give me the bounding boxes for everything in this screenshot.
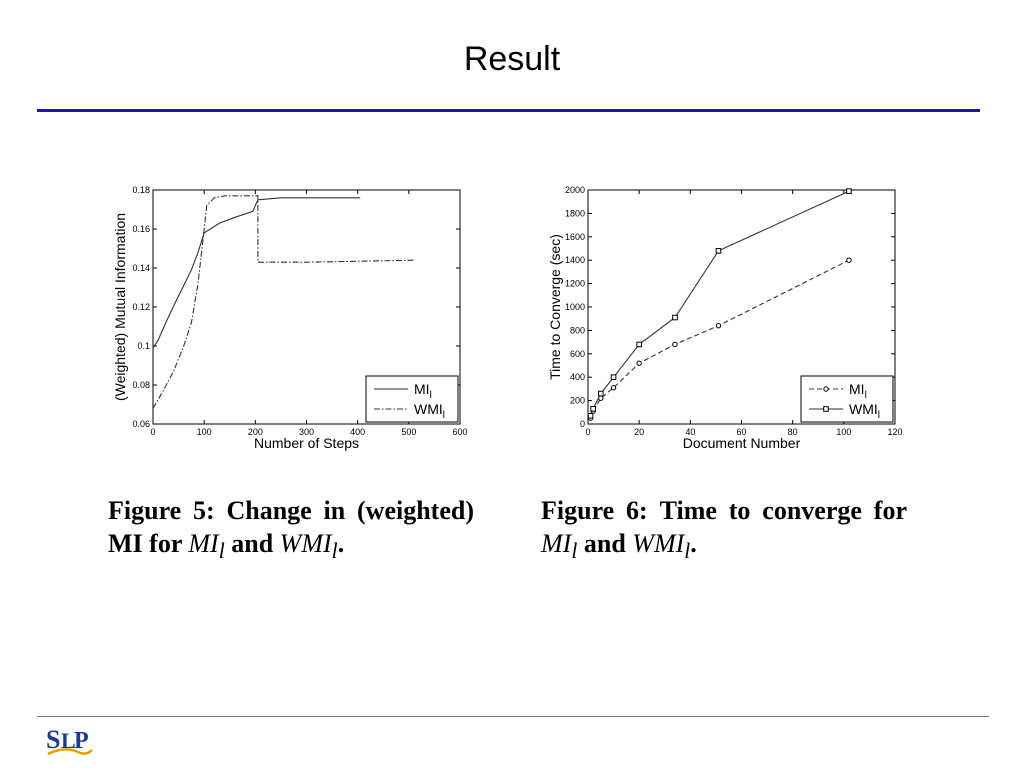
y-tick-label: 600	[570, 349, 585, 359]
svg-text:P: P	[74, 728, 89, 754]
figure-5-chart: 0 100 200 300 400 500 600 0.06 0.08 0.1 0.12 0.14 0.…	[112, 185, 468, 451]
y-tick-label: 0.08	[132, 380, 150, 390]
data-point	[672, 341, 678, 348]
data-point	[597, 390, 604, 397]
caption-end: .	[690, 529, 697, 558]
legend-marker	[823, 406, 829, 412]
caption-math: WMI	[632, 529, 685, 558]
slp-logo: S L P	[46, 725, 93, 756]
y-tick-label: 1600	[565, 232, 585, 242]
x-tick-label: 20	[634, 427, 644, 437]
caption-math-sub: l	[218, 539, 225, 564]
x-tick-label: 0	[150, 427, 155, 437]
legend-label: MIl	[849, 381, 867, 401]
series-line	[152, 197, 361, 349]
caption-label: Figure 5:	[108, 496, 215, 525]
x-tick-label: 400	[350, 427, 365, 437]
x-tick-label: 100	[197, 427, 212, 437]
y-tick-label: 1000	[565, 302, 585, 312]
y-tick-label: 0.12	[132, 302, 150, 312]
data-point	[715, 323, 722, 329]
x-axis-label: Document Number	[683, 435, 801, 451]
caption-text: and	[577, 529, 633, 558]
x-tick-label: 500	[401, 427, 416, 437]
y-tick-label: 800	[570, 325, 585, 335]
series-line	[152, 195, 414, 409]
data-point	[590, 405, 596, 412]
data-point	[846, 257, 852, 263]
x-tick-label: 100	[836, 427, 851, 437]
caption-text: Time to converge for	[659, 496, 907, 525]
caption-end: .	[337, 529, 345, 558]
legend-box	[365, 375, 459, 423]
data-point	[636, 360, 642, 366]
caption-math: MI	[188, 529, 219, 558]
footer-rule	[37, 716, 989, 717]
data-point	[587, 413, 594, 419]
data-point	[672, 314, 678, 321]
data-point	[610, 385, 617, 391]
title-rule	[37, 109, 980, 112]
legend-label: MIl	[414, 381, 432, 401]
y-tick-label: 1800	[565, 208, 585, 218]
x-tick-label: 60	[736, 427, 746, 437]
data-point	[846, 188, 852, 194]
y-axis-label: (Weighted) Mutual Information	[112, 213, 128, 401]
x-tick-label: 200	[248, 427, 263, 437]
data-point	[636, 341, 642, 348]
data-point	[610, 374, 617, 380]
legend-box	[800, 375, 894, 423]
y-axis-label: Time to Converge (sec)	[547, 234, 563, 380]
caption-math-sub: l	[684, 539, 691, 564]
x-tick-label: 600	[452, 427, 467, 437]
x-tick-label: 300	[299, 427, 314, 437]
caption-math: WMI	[279, 529, 332, 558]
figure-6-caption: Figure 6: Time to converge for MIl and W…	[541, 494, 907, 568]
figure-6-chart: 0 20 40 60 80 100 1200200400600800100012001400…	[547, 185, 903, 451]
svg-text:S: S	[46, 725, 60, 754]
caption-text: and	[224, 529, 280, 558]
svg-text:L: L	[61, 728, 76, 753]
slide-title: Result	[463, 40, 561, 78]
y-tick-label: 0.16	[132, 224, 150, 234]
y-tick-label: 0	[580, 419, 585, 429]
y-tick-label: 0.1	[137, 341, 150, 351]
data-point	[715, 248, 722, 254]
legend-label: WMIl	[849, 401, 880, 421]
legend-label: WMIl	[414, 401, 445, 421]
y-tick-label: 1400	[565, 255, 585, 265]
y-tick-label: 200	[570, 396, 585, 406]
x-tick-label: 40	[685, 427, 695, 437]
x-tick-label: 80	[788, 427, 798, 437]
y-tick-label: 0.14	[132, 263, 150, 273]
caption-math: MI	[541, 529, 572, 558]
x-axis-label: Number of Steps	[254, 435, 359, 451]
x-tick-label: 0	[585, 427, 590, 437]
caption-text: Change in (weighted) MI for	[108, 496, 474, 558]
y-tick-label: 0.18	[132, 185, 150, 195]
x-tick-label: 120	[887, 427, 902, 437]
y-tick-label: 0.06	[132, 419, 150, 429]
legend-marker	[823, 386, 829, 392]
caption-math-sub: l	[571, 539, 578, 564]
caption-label: Figure 6:	[541, 496, 648, 525]
y-tick-label: 2000	[565, 185, 585, 195]
y-tick-label: 1200	[565, 279, 585, 289]
figure-5-caption: Figure 5: Change in (weighted) MI for MI…	[108, 494, 474, 568]
caption-math-sub: l	[331, 539, 338, 564]
y-tick-label: 400	[570, 372, 585, 382]
